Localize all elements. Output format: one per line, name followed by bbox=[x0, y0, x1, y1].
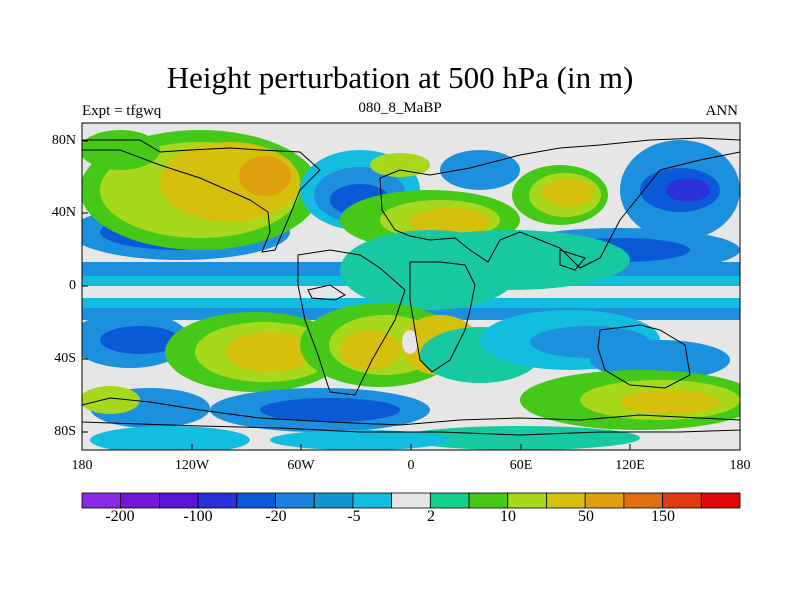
contour-region bbox=[260, 398, 400, 422]
contour-region bbox=[100, 326, 180, 354]
contour-region bbox=[340, 330, 400, 370]
lon-tick-120w: 120W bbox=[174, 458, 210, 473]
colorbar-swatch bbox=[391, 492, 431, 509]
coastline bbox=[307, 284, 346, 301]
colorbar-swatch bbox=[584, 492, 625, 509]
colorbar-swatch bbox=[120, 492, 160, 509]
lon-tick-180w: 180 bbox=[71, 458, 93, 473]
lon-tick-180e: 180 bbox=[729, 458, 751, 473]
lat-tick-40s: 40S bbox=[54, 351, 76, 366]
coastline bbox=[559, 249, 586, 271]
colorbar-label: -20 bbox=[265, 508, 287, 525]
contour-region bbox=[666, 178, 710, 202]
lon-tick-0: 0 bbox=[407, 458, 415, 473]
height-field bbox=[82, 123, 740, 450]
contour-region bbox=[410, 208, 490, 236]
lon-tick-120e: 120E bbox=[615, 458, 645, 473]
lon-tick-60w: 60W bbox=[287, 458, 315, 473]
contour-region bbox=[402, 330, 418, 354]
contour-region bbox=[270, 430, 450, 450]
lat-tick-0: 0 bbox=[69, 278, 76, 293]
colorbar-swatch bbox=[546, 492, 586, 509]
coastline bbox=[409, 261, 476, 373]
colorbar-swatch bbox=[429, 492, 470, 509]
contour-region bbox=[400, 426, 640, 450]
contour-region bbox=[340, 230, 520, 310]
colorbar-label: -5 bbox=[347, 508, 361, 525]
colorbar-label: -200 bbox=[105, 508, 135, 525]
coastline bbox=[597, 324, 691, 389]
colorbar-label: 10 bbox=[500, 508, 516, 525]
contour-region bbox=[590, 340, 730, 380]
contour-region bbox=[542, 179, 594, 207]
contour-region bbox=[239, 156, 291, 196]
lat-tick-80s: 80S bbox=[54, 424, 76, 439]
case-label: 080_8_MaBP bbox=[358, 100, 442, 116]
colorbar-label: -100 bbox=[183, 508, 213, 525]
contour-region bbox=[440, 150, 520, 190]
colorbar-swatch bbox=[507, 492, 547, 509]
colorbar-label: 50 bbox=[578, 508, 594, 525]
colorbar-swatch bbox=[275, 492, 315, 509]
coastline bbox=[82, 397, 740, 436]
experiment-label: Expt = tfgwq bbox=[82, 103, 162, 119]
colorbar-swatch bbox=[662, 492, 702, 509]
coastline bbox=[82, 139, 321, 253]
season-label: ANN bbox=[705, 103, 739, 119]
colorbar-swatch bbox=[236, 492, 276, 509]
colorbar-swatch bbox=[81, 492, 122, 509]
colorbar-swatch bbox=[468, 492, 509, 509]
colorbar-label: 2 bbox=[427, 508, 435, 525]
contour-region bbox=[226, 332, 314, 372]
coastline bbox=[379, 137, 740, 269]
contour-region bbox=[82, 386, 140, 414]
coastline bbox=[297, 249, 406, 396]
colorbar-swatch bbox=[159, 492, 199, 509]
lon-tick-60e: 60E bbox=[509, 458, 533, 473]
colorbar-swatch bbox=[700, 492, 741, 509]
plot-title: Height perturbation at 500 hPa (in m) bbox=[166, 60, 634, 95]
contour-region bbox=[370, 153, 430, 177]
colorbar-swatch bbox=[352, 492, 393, 509]
lat-tick-80n: 80N bbox=[51, 133, 76, 148]
axis-ticks bbox=[81, 140, 741, 450]
lat-tick-40n: 40N bbox=[51, 205, 76, 220]
contour-region bbox=[90, 426, 250, 450]
contour-region bbox=[620, 390, 720, 414]
colorbar-label: 150 bbox=[651, 508, 675, 525]
colorbar-swatch bbox=[313, 492, 354, 509]
colorbar-swatch bbox=[197, 492, 238, 509]
colorbar bbox=[81, 492, 741, 509]
colorbar-swatch bbox=[623, 492, 663, 509]
coastlines bbox=[82, 137, 740, 436]
